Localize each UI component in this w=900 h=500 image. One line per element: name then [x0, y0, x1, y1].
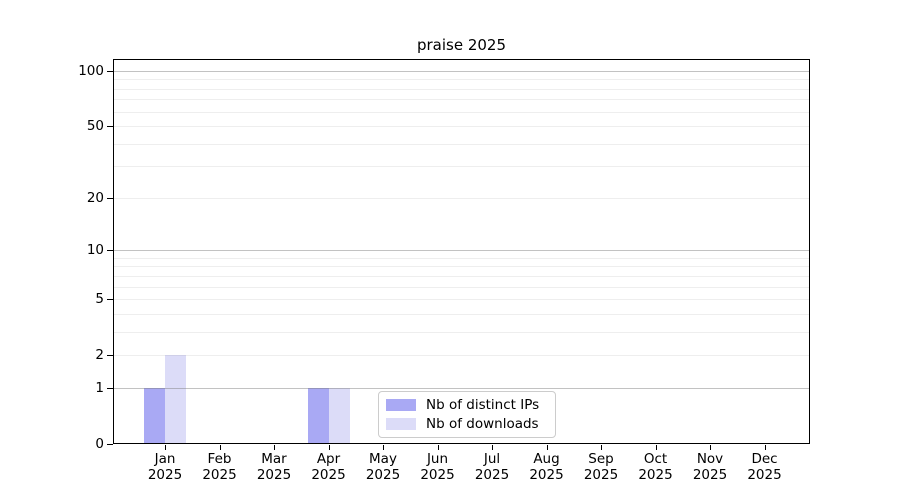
- x-tick-label-dec: Dec 2025: [747, 451, 782, 483]
- x-tick-mark-mar: [274, 445, 275, 450]
- y-tick-label-0: 0: [95, 436, 104, 452]
- legend-swatch-distinct-ips: [386, 399, 416, 411]
- x-tick-mark-jan: [165, 445, 166, 450]
- x-tick-mark-nov: [710, 445, 711, 450]
- x-tick-label-aug: Aug 2025: [529, 451, 564, 483]
- y-tick-mark-0: [107, 444, 113, 445]
- y-tick-label-5: 5: [95, 291, 104, 308]
- x-tick-label-mar: Mar 2025: [256, 451, 292, 483]
- x-tick-mark-apr: [328, 445, 330, 450]
- x-tick-label-oct: Oct 2025: [638, 451, 673, 483]
- x-tick-mark-feb: [219, 445, 221, 450]
- legend-label-distinct-ips: Nb of distinct IPs: [426, 397, 540, 413]
- x-tick-label-sep: Sep 2025: [583, 451, 619, 483]
- x-tick-label-feb: Feb 2025: [202, 451, 237, 483]
- x-tick-label-nov: Nov 2025: [692, 451, 728, 483]
- x-tick-mark-may: [383, 445, 384, 450]
- x-tick-mark-dec: [764, 445, 766, 450]
- x-tick-label-may: May 2025: [365, 451, 401, 483]
- legend-item-distinct-ips: Nb of distinct IPs: [386, 398, 555, 412]
- plot-area: [113, 59, 810, 444]
- legend-item-downloads: Nb of downloads: [386, 417, 555, 431]
- chart-title: praise 2025: [416, 36, 507, 54]
- x-tick-label-jul: Jul 2025: [474, 451, 510, 483]
- y-tick-label-1: 1: [95, 379, 104, 396]
- y-tick-label-100: 100: [78, 62, 104, 79]
- x-tick-label-jan: Jan 2025: [147, 451, 183, 483]
- x-tick-mark-sep: [601, 445, 602, 450]
- x-tick-label-jun: Jun 2025: [420, 451, 455, 483]
- legend-swatch-downloads: [386, 418, 416, 430]
- legend-label-downloads: Nb of downloads: [426, 416, 539, 432]
- x-tick-mark-aug: [546, 445, 548, 450]
- x-tick-mark-jul: [492, 445, 493, 450]
- y-tick-label-20: 20: [86, 189, 104, 206]
- y-tick-label-10: 10: [86, 242, 104, 259]
- x-tick-mark-oct: [655, 445, 657, 450]
- x-tick-label-apr: Apr 2025: [311, 451, 346, 483]
- y-tick-label-50: 50: [86, 118, 104, 135]
- legend: Nb of distinct IPs Nb of downloads: [378, 391, 556, 438]
- x-tick-mark-jun: [437, 445, 439, 450]
- y-tick-label-2: 2: [95, 347, 104, 364]
